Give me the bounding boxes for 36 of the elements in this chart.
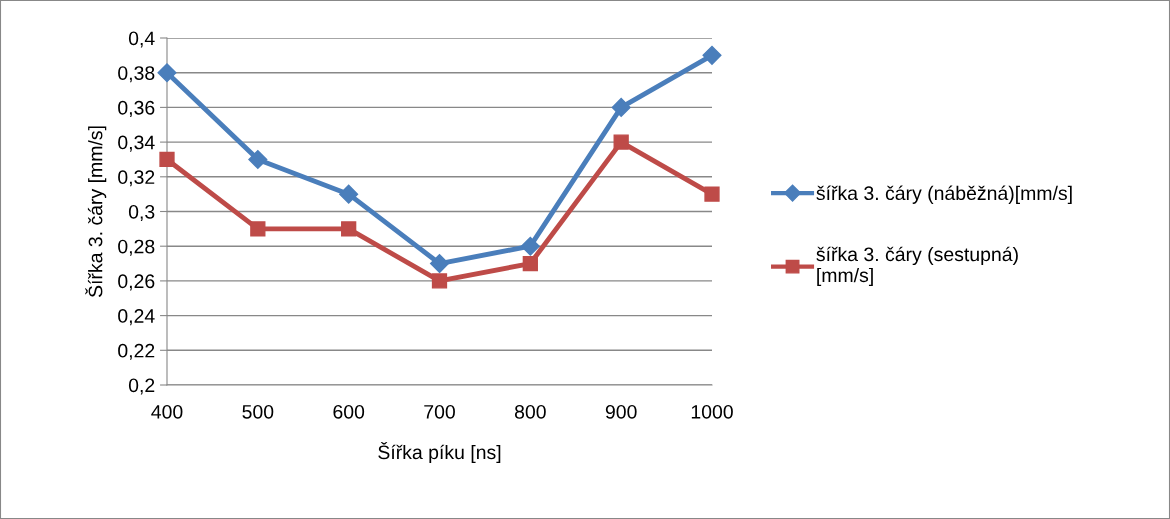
point <box>248 149 268 169</box>
x-tick-label: 500 <box>242 404 274 419</box>
point <box>520 236 540 256</box>
y-tick-label: 0,32 <box>118 170 155 187</box>
y-tick-label: 0,22 <box>118 343 155 360</box>
x-tick-label: 700 <box>424 404 455 419</box>
y-tick-label: 0,26 <box>118 274 155 291</box>
x-tick-label: 400 <box>151 404 183 419</box>
x-axis-title: Šířka píku [ns] <box>378 442 501 464</box>
y-tick-label: 0,28 <box>118 239 155 256</box>
x-tick-label: 1000 <box>691 404 733 419</box>
y-tick-label: 0,4 <box>128 31 155 48</box>
x-tick-label: 900 <box>605 404 637 419</box>
y-axis-title: Šířka 3. čáry [mm/s] <box>85 126 107 298</box>
y-tick-label: 0,38 <box>118 66 155 83</box>
y-tick-label: 0,34 <box>118 135 155 152</box>
point <box>250 221 266 237</box>
point <box>341 221 357 237</box>
y-tick-label: 0,3 <box>128 204 155 222</box>
point <box>339 184 359 204</box>
point <box>429 254 450 274</box>
point <box>613 134 629 150</box>
y-tick-label: 0,24 <box>118 309 155 326</box>
point <box>611 97 631 117</box>
point <box>522 255 538 272</box>
point <box>704 186 720 202</box>
point <box>431 273 448 289</box>
legend-label: šířka 3. čáry (sestupná) [mm/s] <box>816 246 1018 286</box>
x-tick-label: 800 <box>514 404 546 419</box>
point <box>159 151 175 168</box>
point <box>157 63 177 83</box>
x-tick-label: 600 <box>333 404 365 419</box>
legend-label: šířka 3. čáry (náběžná)[mm/s] <box>816 185 1072 204</box>
point <box>702 45 722 65</box>
y-tick-label: 0,36 <box>118 100 155 117</box>
y-tick-label: 0,2 <box>128 378 155 395</box>
